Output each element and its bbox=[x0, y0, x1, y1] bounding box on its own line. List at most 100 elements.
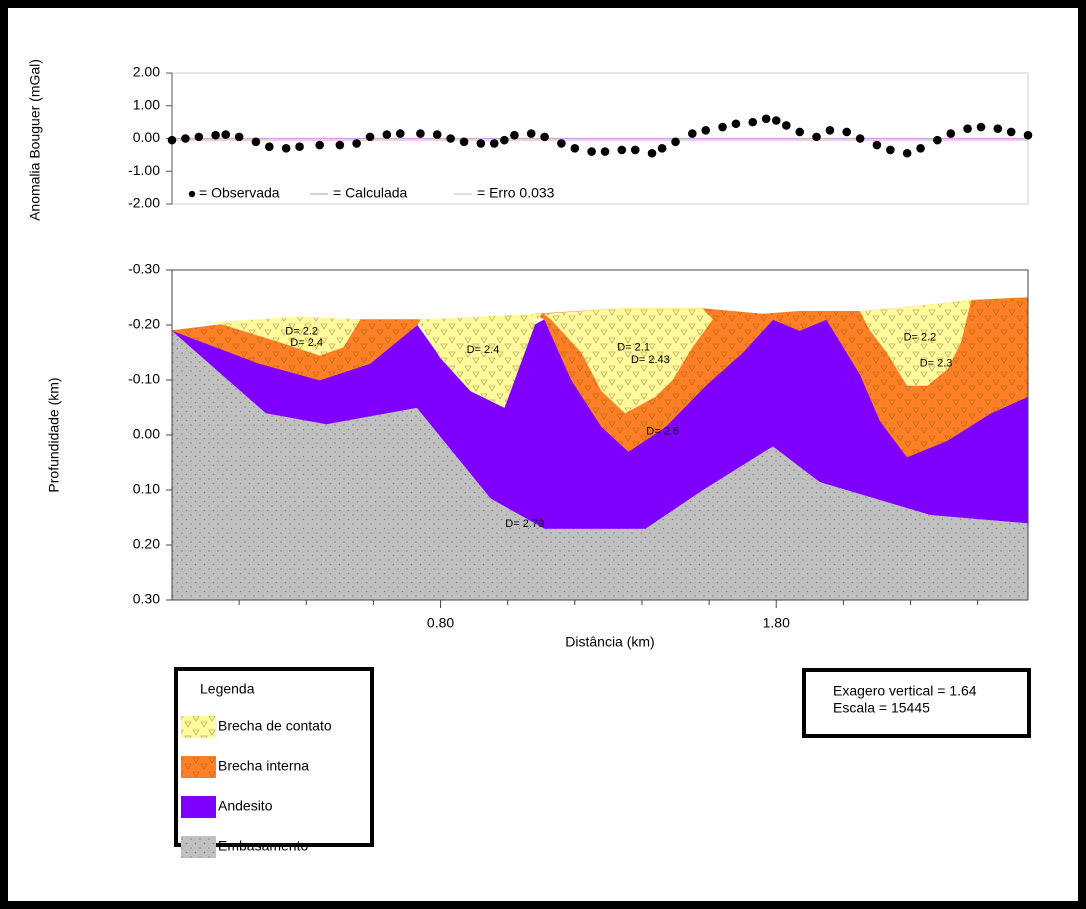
note-text: Exagero vertical = 1.64 bbox=[833, 683, 977, 699]
data-point bbox=[167, 135, 177, 145]
data-point bbox=[526, 129, 536, 138]
data-point bbox=[570, 144, 580, 153]
gravity-plot: 2.00 1.00 0.00 -1.00 -2.00 Anomalia Bouguer (… bbox=[27, 59, 1033, 221]
y-tick-label: -0.10 bbox=[128, 371, 160, 387]
data-point bbox=[365, 132, 375, 142]
data-point bbox=[872, 140, 882, 150]
data-point bbox=[315, 140, 325, 150]
x-tick-label: 1.80 bbox=[763, 615, 790, 631]
data-point bbox=[993, 124, 1003, 133]
y-tick-label: -2.00 bbox=[128, 195, 160, 211]
x-tick-label: 0.80 bbox=[427, 615, 454, 631]
data-point bbox=[842, 127, 852, 137]
y-tick-label: 2.00 bbox=[133, 64, 160, 80]
y-tick-label: -0.20 bbox=[128, 316, 160, 332]
data-point bbox=[630, 145, 640, 155]
note-box bbox=[802, 668, 1031, 738]
data-point bbox=[688, 129, 697, 138]
legend-swatch bbox=[181, 796, 216, 818]
data-point bbox=[782, 121, 791, 130]
legend-label: Andesito bbox=[218, 798, 273, 814]
y-tick-label: 0.00 bbox=[133, 129, 160, 145]
data-point bbox=[251, 137, 261, 147]
legend-label: Brecha interna bbox=[218, 758, 309, 774]
data-point bbox=[181, 134, 190, 143]
data-point bbox=[963, 124, 972, 133]
data-point bbox=[701, 126, 711, 135]
data-point bbox=[446, 134, 455, 143]
legend-label: Brecha de contato bbox=[218, 718, 332, 734]
data-point bbox=[731, 119, 741, 129]
legend-marker bbox=[188, 190, 196, 198]
data-point bbox=[855, 134, 865, 143]
note-text: Escala = 15445 bbox=[833, 700, 930, 716]
legend-swatch-texture bbox=[181, 836, 216, 858]
data-point bbox=[771, 116, 781, 125]
density-label: D= 2.79 bbox=[505, 518, 544, 530]
legend-swatch-texture bbox=[181, 716, 216, 738]
data-point bbox=[671, 137, 680, 147]
density-label: D= 2.4 bbox=[467, 344, 500, 356]
bodies: D= 2.79D= 2.6D= 2.4D= 2.43 D= 2.3D= 2.2D=… bbox=[172, 297, 1028, 600]
y-tick-label: 0.10 bbox=[133, 481, 160, 497]
rock-texture bbox=[544, 308, 713, 413]
data-point bbox=[587, 147, 596, 156]
data-point bbox=[557, 139, 566, 148]
data-point bbox=[194, 132, 204, 142]
density-label: D= 2.1 bbox=[617, 342, 650, 354]
rock-texture bbox=[420, 314, 542, 408]
legend-label: = Erro 0.033 bbox=[477, 185, 555, 201]
data-point bbox=[335, 140, 345, 150]
data-point bbox=[352, 139, 361, 148]
data-point bbox=[510, 130, 519, 140]
data-point bbox=[1006, 127, 1016, 137]
y-axis-label: Profundidade (km) bbox=[46, 377, 62, 492]
y-tick-label: 1.00 bbox=[133, 96, 160, 112]
density-label: D= 2.2 bbox=[285, 326, 318, 338]
rock-texture bbox=[172, 319, 421, 380]
rock-texture bbox=[215, 316, 360, 356]
density-label: D= 2.3 bbox=[920, 358, 953, 370]
density-label: D= 2.4 bbox=[290, 337, 323, 349]
data-point bbox=[540, 132, 549, 142]
data-point bbox=[761, 114, 771, 124]
density-label: D= 2.43 bbox=[631, 354, 670, 366]
data-point bbox=[946, 129, 956, 138]
data-point bbox=[500, 135, 509, 145]
data-point bbox=[748, 117, 758, 127]
rock-texture bbox=[860, 300, 971, 386]
data-point bbox=[657, 144, 667, 153]
data-point bbox=[395, 129, 405, 138]
data-point bbox=[295, 142, 304, 151]
data-point bbox=[825, 126, 835, 135]
data-point bbox=[281, 144, 291, 153]
density-label: D= 2.2 bbox=[904, 332, 937, 344]
rock-texture bbox=[172, 330, 1028, 600]
y-tick-label: -0.30 bbox=[128, 261, 160, 277]
data-point bbox=[476, 139, 486, 148]
data-point bbox=[211, 130, 220, 140]
data-point bbox=[265, 142, 274, 151]
x-axis-label: Distância (km) bbox=[565, 634, 654, 650]
y-tick-label: 0.30 bbox=[133, 591, 160, 607]
data-point bbox=[902, 148, 912, 158]
y-tick-label: 0.20 bbox=[133, 536, 160, 552]
y-tick-label: -1.00 bbox=[128, 162, 160, 178]
legend-label: = Observada bbox=[199, 185, 280, 201]
density-label: D= 2.6 bbox=[646, 425, 679, 437]
y-tick-label: 0.00 bbox=[133, 426, 160, 442]
data-point bbox=[600, 147, 610, 156]
data-point bbox=[459, 137, 469, 147]
data-point bbox=[234, 132, 244, 142]
data-point bbox=[416, 129, 425, 138]
data-point bbox=[647, 148, 657, 158]
data-point bbox=[718, 122, 727, 132]
legend-title: Legenda bbox=[200, 681, 255, 697]
data-point bbox=[432, 130, 442, 139]
data-point bbox=[221, 130, 231, 139]
y-axis-label: Anomalia Bouguer (mGal) bbox=[27, 59, 43, 221]
data-point bbox=[812, 132, 821, 142]
data-point bbox=[489, 139, 499, 148]
